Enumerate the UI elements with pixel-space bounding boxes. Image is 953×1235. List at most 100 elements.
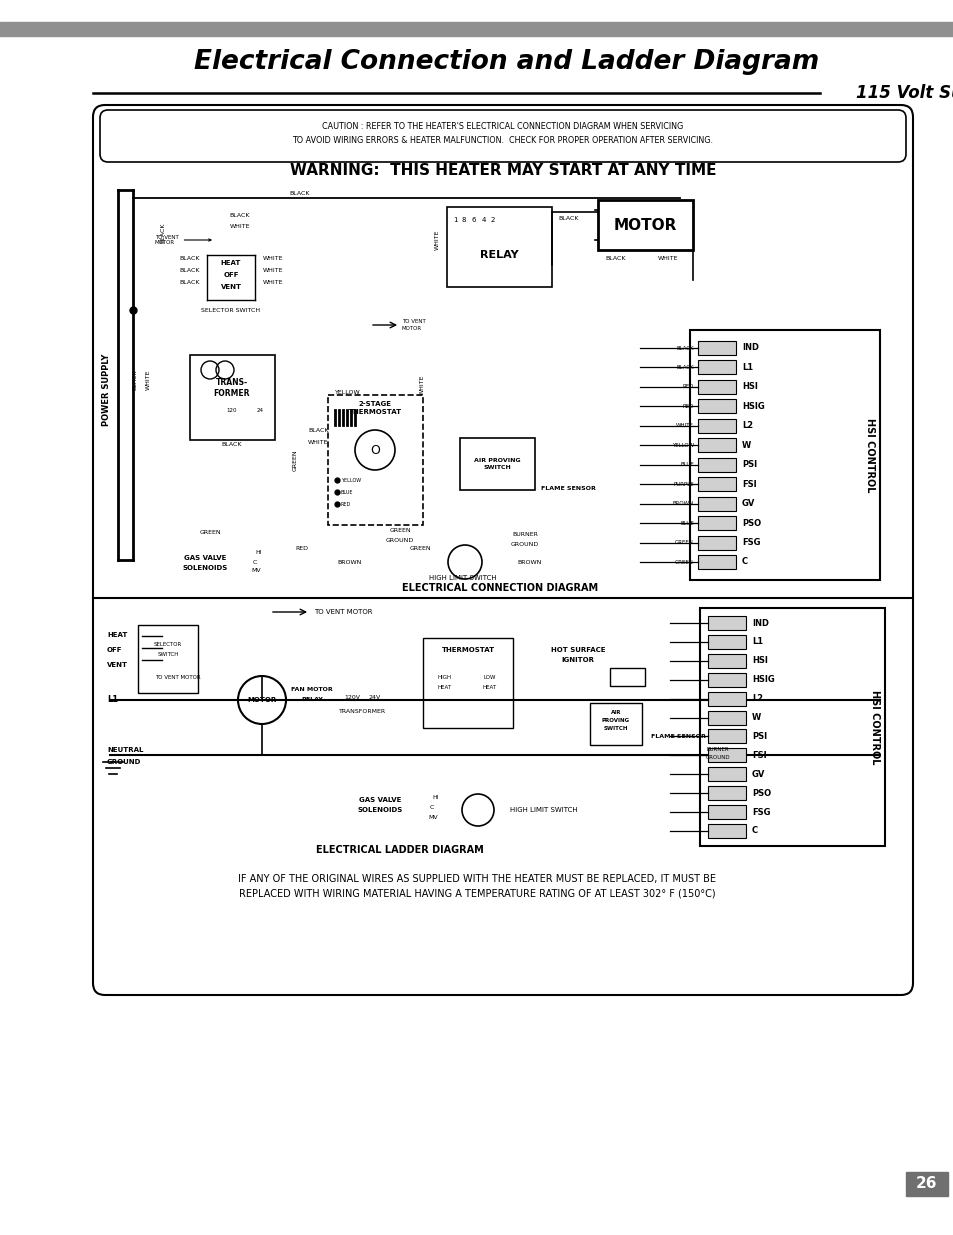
Text: 6: 6 [471,217,476,224]
Bar [707,653,745,668]
Text: IGNITOR: IGNITOR [561,657,594,663]
Text: GAS VALVE: GAS VALVE [358,797,401,803]
Text: GREEN: GREEN [409,546,431,551]
Text: MOTOR: MOTOR [247,697,276,703]
Bar [609,668,644,685]
Text: HIGH: HIGH [437,676,452,680]
Bar [698,458,735,472]
Bar [698,536,735,550]
Text: C: C [430,805,434,810]
Text: 24: 24 [256,408,263,412]
Text: ELECTRICAL CONNECTION DIAGRAM: ELECTRICAL CONNECTION DIAGRAM [401,583,598,593]
Text: TRANSFORMER: TRANSFORMER [339,709,386,715]
Text: BLACK: BLACK [221,442,242,447]
Text: 2: 2 [490,217,495,224]
Text: WHITE: WHITE [263,279,283,284]
Text: C: C [741,557,747,567]
Bar [589,703,641,745]
Bar [698,496,735,510]
Bar [598,200,692,249]
Bar [700,608,884,846]
Text: HEAT: HEAT [220,261,241,266]
Text: 2-STAGE
THERMOSTAT: 2-STAGE THERMOSTAT [348,401,401,415]
Text: 26: 26 [915,1177,937,1192]
Bar [707,824,745,839]
Text: VENT: VENT [107,662,128,668]
Bar [698,361,735,374]
Text: GV: GV [741,499,755,508]
Text: HI: HI [254,551,261,556]
Text: WHITE: WHITE [263,268,283,273]
Text: PURPLE: PURPLE [673,482,693,487]
Text: W: W [741,441,750,450]
Bar [707,616,745,630]
Text: FLAME SENSOR: FLAME SENSOR [540,485,595,490]
Text: GROUND: GROUND [107,760,141,764]
Text: FSI: FSI [741,479,756,489]
Bar [707,635,745,648]
Text: SELECTOR: SELECTOR [153,642,182,647]
Text: NEUTRAL: NEUTRAL [107,747,143,753]
Text: WHITE: WHITE [658,256,678,261]
Text: VENT: VENT [220,284,241,290]
Text: L1: L1 [741,363,752,372]
Text: BURNER: BURNER [706,747,728,752]
Text: PSO: PSO [741,519,760,527]
Text: L2: L2 [751,694,762,703]
Text: GROUND: GROUND [385,537,414,542]
Text: GROUND: GROUND [511,541,538,547]
Text: RED: RED [682,384,693,389]
Text: HSI CONTROL: HSI CONTROL [869,690,879,764]
Text: W: W [751,713,760,722]
Bar [707,748,745,762]
Text: WHITE: WHITE [308,440,328,445]
Bar [707,787,745,800]
Text: HEAT: HEAT [107,632,128,638]
Bar [698,477,735,492]
Text: SOLENOIDS: SOLENOIDS [182,564,228,571]
FancyBboxPatch shape [92,105,912,995]
Text: WHITE: WHITE [263,256,283,261]
Text: HEAT: HEAT [482,685,497,690]
Bar [698,555,735,569]
Text: HOT SURFACE: HOT SURFACE [550,647,604,653]
Text: 24V: 24V [369,695,381,700]
Text: 120V: 120V [344,695,359,700]
Text: WHITE: WHITE [419,374,424,395]
Text: AIR PROVING
SWITCH: AIR PROVING SWITCH [474,458,519,469]
Text: BLACK: BLACK [676,346,693,351]
Text: MV: MV [251,568,260,573]
Text: HI: HI [432,795,438,800]
Text: C: C [751,826,758,836]
Text: OFF: OFF [107,647,122,653]
Text: RED: RED [340,501,351,506]
Text: TO VENT MOTOR: TO VENT MOTOR [314,609,372,615]
Bar [447,207,552,287]
Bar [328,395,422,525]
Bar [689,330,879,580]
Text: SOLENOIDS: SOLENOIDS [357,806,402,813]
Text: GROUND: GROUND [705,756,730,761]
Text: BROWN: BROWN [672,501,693,506]
Bar [707,692,745,705]
Text: RELAY: RELAY [301,698,323,703]
Bar [707,673,745,687]
Text: YELLOW: YELLOW [340,478,361,483]
Bar [422,638,513,727]
Text: HIGH LIMIT SWITCH: HIGH LIMIT SWITCH [510,806,577,813]
Text: RED: RED [294,546,308,551]
Bar [707,767,745,782]
Bar [707,730,745,743]
Text: ELECTRICAL LADDER DIAGRAM: ELECTRICAL LADDER DIAGRAM [315,845,483,855]
Text: L1: L1 [107,695,118,704]
Bar [707,805,745,819]
Text: FLAME SENSOR: FLAME SENSOR [650,735,704,740]
Text: PROVING: PROVING [601,719,629,724]
Bar [698,341,735,354]
Text: POWER SUPPLY: POWER SUPPLY [102,353,112,426]
Text: GREEN: GREEN [675,540,693,545]
FancyBboxPatch shape [100,110,905,162]
Circle shape [448,545,481,579]
Text: O: O [370,443,379,457]
Bar [698,380,735,394]
